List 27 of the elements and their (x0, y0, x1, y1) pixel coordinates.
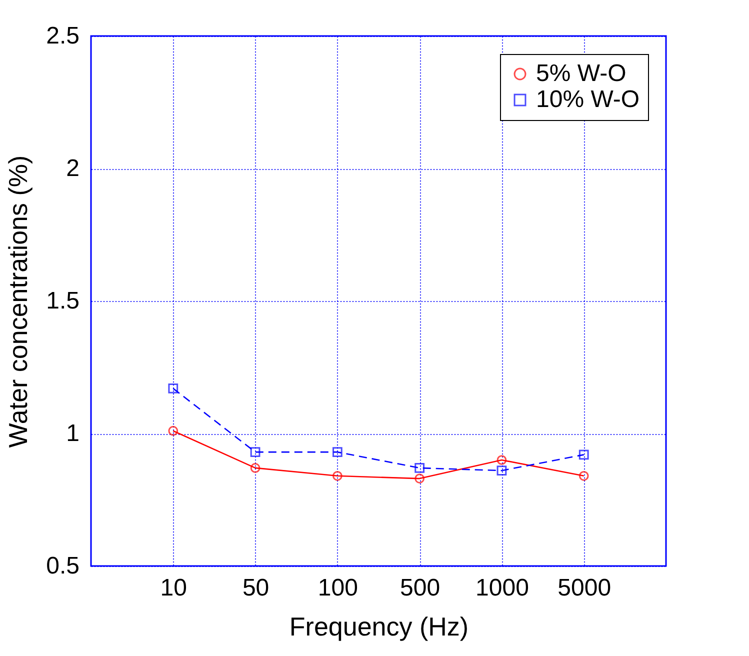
x-tick-label: 5000 (558, 574, 612, 602)
x-tick-label: 100 (318, 574, 358, 602)
x-tick-label: 50 (242, 574, 270, 602)
point (496, 466, 507, 476)
point (578, 450, 589, 460)
y-axis-title: Water concentrations (%) (3, 155, 34, 448)
point (332, 447, 342, 457)
legend-label: 5% W-O (536, 60, 626, 87)
point (250, 463, 260, 473)
point (250, 447, 260, 457)
x-tick-label: 1000 (476, 574, 529, 602)
point (578, 470, 589, 481)
point (414, 474, 425, 484)
point (332, 470, 342, 481)
x-tick-label: 500 (400, 574, 440, 602)
point (496, 455, 507, 465)
point (414, 463, 425, 473)
legend-label: 10% W-O (536, 86, 640, 113)
y-tick-label: 1.5 (46, 288, 80, 314)
x-tick-label: 10 (160, 574, 187, 602)
y-tick-label: 2 (66, 155, 80, 182)
y-tick-label: 1 (66, 420, 80, 447)
x-axis-title: Frequency (Hz) (289, 612, 469, 642)
y-tick-label: 2.5 (46, 22, 80, 50)
point (168, 426, 178, 436)
point (168, 384, 178, 394)
y-tick-label: 0.5 (46, 552, 80, 580)
